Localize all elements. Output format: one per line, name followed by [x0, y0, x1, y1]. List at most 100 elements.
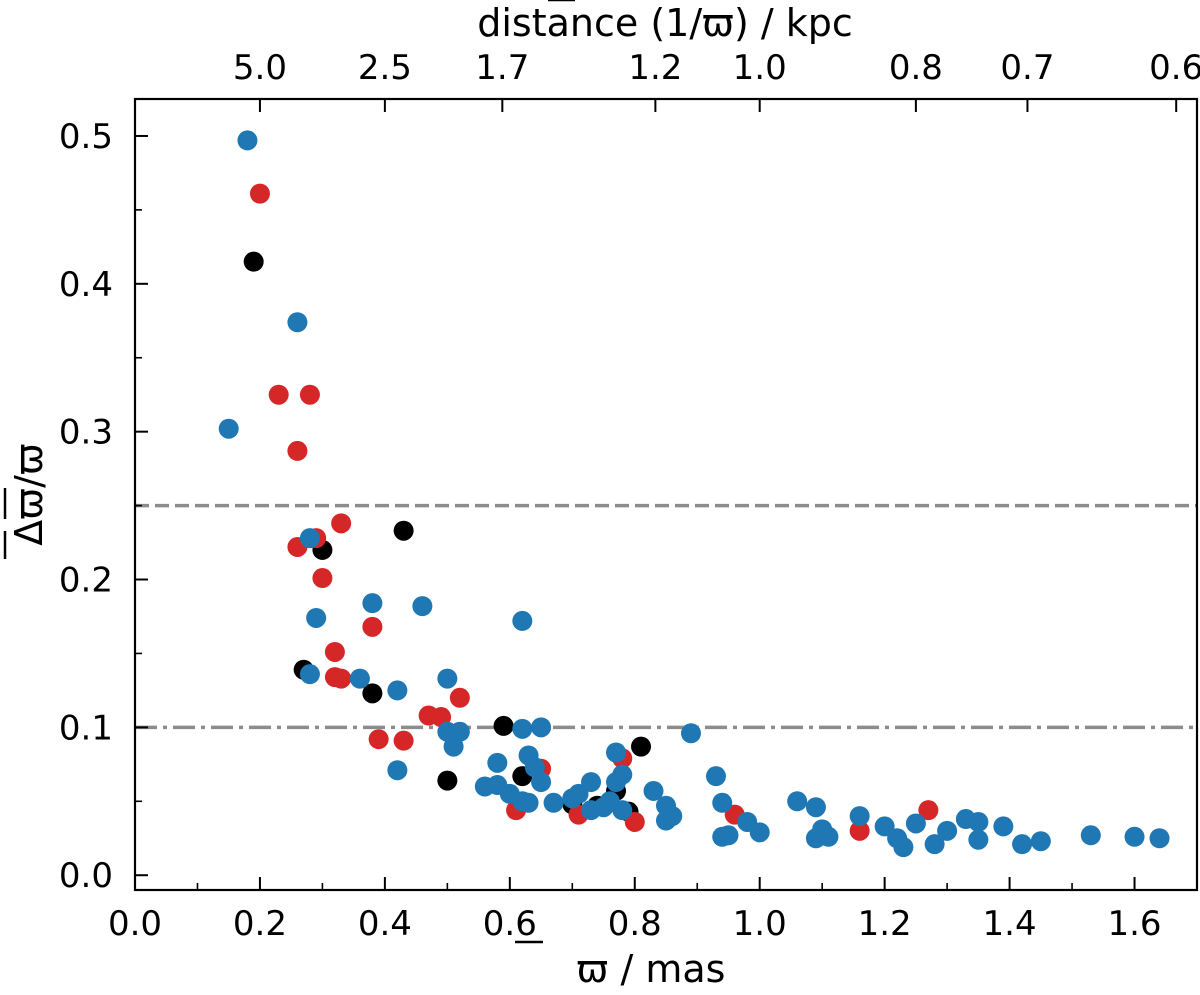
point-blue — [787, 791, 808, 812]
point-blue — [387, 760, 408, 781]
point-blue — [1080, 825, 1101, 846]
point-red — [449, 687, 470, 708]
point-blue — [437, 668, 458, 689]
point-blue — [1149, 828, 1170, 849]
y-tick-label: 0.0 — [59, 856, 113, 896]
point-red — [299, 384, 320, 405]
x-tick-label: 0.4 — [358, 904, 412, 944]
x-tick-label: 1.0 — [733, 904, 787, 944]
point-blue — [993, 816, 1014, 837]
point-red — [331, 668, 352, 689]
point-red — [368, 729, 389, 750]
x-tick-label: 0.8 — [608, 904, 662, 944]
point-blue — [924, 834, 945, 855]
point-blue — [412, 596, 433, 617]
plot-frame — [133, 97, 1199, 892]
point-blue — [662, 806, 683, 827]
point-blue — [518, 792, 539, 813]
point-red — [918, 800, 939, 821]
point-blue — [680, 723, 701, 744]
point-blue — [299, 664, 320, 685]
point-blue — [443, 736, 464, 757]
point-blue — [749, 822, 770, 843]
x-axis-title: ϖ / mas — [577, 947, 726, 991]
x-tick-label: 1.6 — [1107, 904, 1161, 944]
x-tick-label: 1.4 — [983, 904, 1037, 944]
point-blue — [905, 813, 926, 834]
point-red — [849, 820, 870, 841]
point-blue — [705, 766, 726, 787]
point-black — [437, 770, 458, 791]
x-tick-label: 0.6 — [483, 904, 537, 944]
point-blue — [874, 816, 895, 837]
overline-marks — [3, 0, 575, 944]
point-blue — [531, 717, 552, 738]
point-blue — [512, 610, 533, 631]
point-blue — [937, 820, 958, 841]
point-red — [393, 730, 414, 751]
point-blue — [568, 783, 589, 804]
point-red — [287, 440, 308, 461]
point-blue — [1012, 834, 1033, 855]
top-axis-title: distance (1/ϖ) / kpc — [477, 1, 853, 45]
top-tick-label: 1.7 — [475, 48, 529, 88]
x-tick-label: 1.2 — [858, 904, 912, 944]
x-tick-label: 0.2 — [233, 904, 287, 944]
point-blue — [306, 607, 327, 628]
point-blue — [237, 130, 258, 151]
axis-ticks: 0.0 0.2 0.4 0.6 0.8 1.0 1.2 1.4 1.6 0.0 0.1 0.2 0.3 0… — [59, 48, 1200, 944]
point-blue — [287, 312, 308, 333]
point-blue — [362, 593, 383, 614]
point-black — [393, 520, 414, 541]
x-tick-label: 0.0 — [108, 904, 162, 944]
top-tick-label: 5.0 — [233, 48, 287, 88]
point-blue — [581, 772, 602, 793]
top-tick-label: 2.5 — [358, 48, 412, 88]
point-red — [324, 641, 345, 662]
point-blue — [612, 800, 633, 821]
point-blue — [218, 418, 239, 439]
point-blue — [1030, 831, 1051, 852]
y-axis-title: Δϖ/ϖ — [7, 443, 51, 545]
point-black — [631, 736, 652, 757]
point-blue — [849, 806, 870, 827]
top-tick-label: 0.6 — [1149, 48, 1200, 88]
y-tick-label: 0.4 — [59, 265, 113, 305]
top-tick-label: 0.8 — [889, 48, 943, 88]
point-blue — [893, 837, 914, 858]
point-black — [493, 715, 514, 736]
point-red — [362, 616, 383, 637]
point-red — [331, 513, 352, 534]
point-blue — [643, 780, 664, 801]
point-blue — [818, 826, 839, 847]
point-blue — [805, 797, 826, 818]
y-tick-label: 0.3 — [59, 413, 113, 453]
top-tick-label: 0.7 — [1000, 48, 1054, 88]
point-black — [362, 683, 383, 704]
reference-lines — [135, 503, 1197, 730]
point-blue — [968, 811, 989, 832]
point-blue — [712, 792, 733, 813]
point-blue — [543, 792, 564, 813]
point-red — [249, 183, 270, 204]
point-blue — [299, 528, 320, 549]
top-tick-label: 1.0 — [733, 48, 787, 88]
point-blue — [718, 825, 739, 846]
point-blue — [531, 772, 552, 793]
point-blue — [606, 742, 627, 763]
point-blue — [968, 829, 989, 850]
point-red — [268, 384, 289, 405]
point-black — [243, 251, 264, 272]
point-blue — [487, 752, 508, 773]
data-points — [218, 130, 1170, 858]
y-tick-label: 0.5 — [59, 117, 113, 157]
top-tick-label: 1.2 — [628, 48, 682, 88]
point-blue — [349, 668, 370, 689]
point-blue — [1124, 826, 1145, 847]
point-red — [624, 811, 645, 832]
point-blue — [512, 718, 533, 739]
point-red — [312, 568, 333, 589]
point-blue — [387, 680, 408, 701]
point-blue — [612, 764, 633, 785]
